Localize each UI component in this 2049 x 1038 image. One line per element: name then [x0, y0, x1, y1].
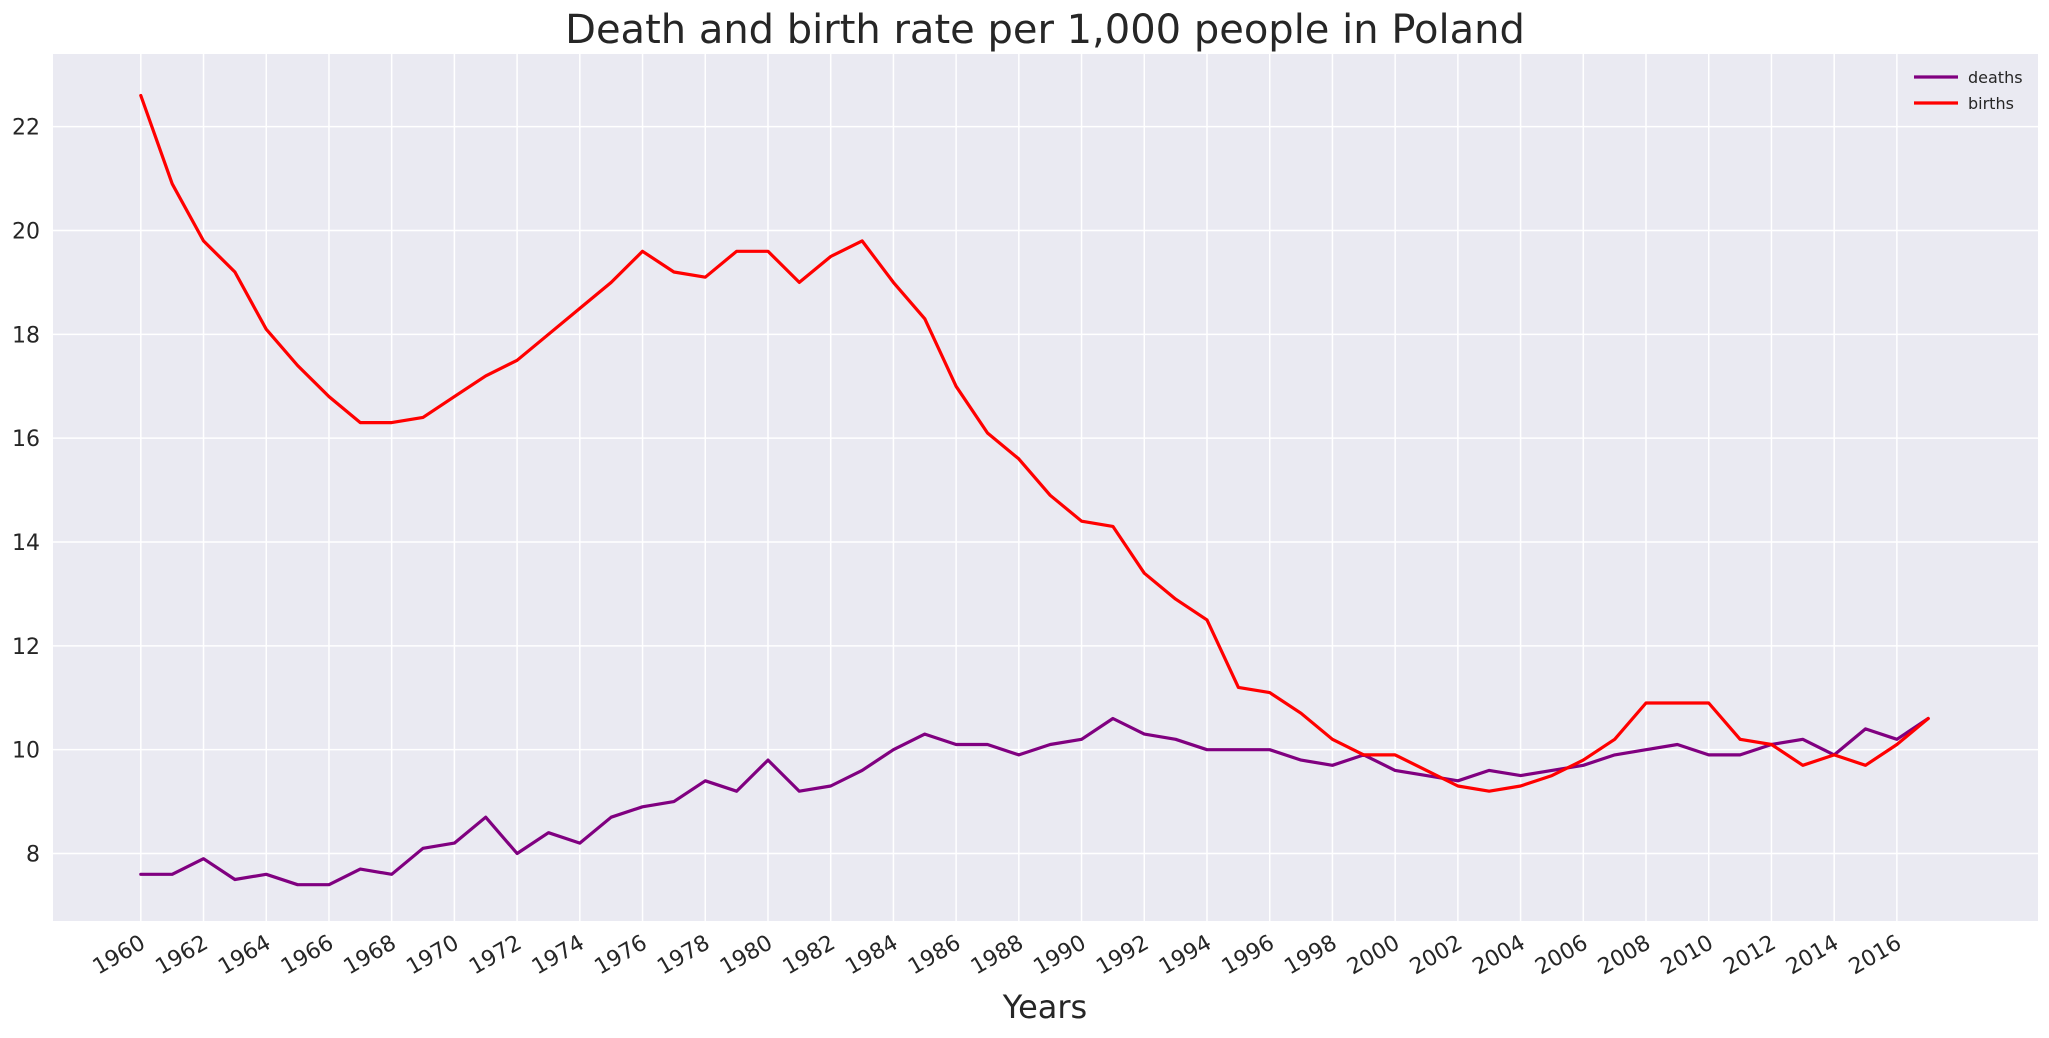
x-tick-label: 2000	[1343, 931, 1404, 981]
x-tick-label: 1994	[1155, 931, 1216, 981]
x-tick-label: 1988	[967, 931, 1028, 981]
x-tick-label: 1980	[716, 931, 777, 981]
x-tick-label: 1966	[277, 931, 338, 981]
legend-label-deaths: deaths	[1968, 68, 2023, 87]
series-lines	[139, 93, 1930, 887]
x-tick-label: 1960	[89, 931, 150, 981]
x-tick-label: 1992	[1092, 931, 1153, 981]
x-tick-label: 2014	[1782, 931, 1843, 981]
x-tick-label: 1972	[465, 931, 526, 981]
x-tick-label: 2002	[1406, 931, 1467, 981]
x-tick-label: 1978	[653, 931, 714, 981]
y-tick-label: 20	[12, 220, 40, 245]
series-line-deaths	[139, 716, 1930, 887]
x-tick-label: 1974	[528, 931, 589, 981]
x-tick-label: 1970	[402, 931, 463, 981]
legend: deaths births	[1904, 60, 2028, 120]
x-tick-label: 2004	[1469, 931, 1530, 981]
y-tick-label: 10	[12, 739, 40, 764]
x-tick-label: 1986	[904, 931, 965, 981]
legend-box	[1904, 60, 2028, 120]
x-tick-label: 2010	[1657, 931, 1718, 981]
gridlines	[53, 54, 2038, 921]
x-tick-label: 1996	[1218, 931, 1279, 981]
x-tick-label: 2008	[1594, 931, 1655, 981]
y-tick-label: 22	[12, 116, 40, 141]
x-tick-label: 1984	[841, 931, 902, 981]
x-axis-label: Years	[1002, 988, 1087, 1026]
y-tick-label: 12	[12, 635, 40, 660]
x-tick-label: 1976	[591, 931, 652, 981]
y-tick-labels: 8 10 12 14 16 18 20 22	[12, 116, 40, 868]
x-tick-label: 2006	[1531, 931, 1592, 981]
x-tick-label: 1968	[340, 931, 401, 981]
x-tick-label: 1990	[1030, 931, 1091, 981]
x-tick-label: 1982	[779, 931, 840, 981]
x-tick-label: 1964	[214, 931, 275, 981]
chart-title: Death and birth rate per 1,000 people in…	[565, 7, 1525, 53]
legend-label-births: births	[1968, 94, 2014, 113]
x-tick-label: 1998	[1280, 931, 1341, 981]
y-tick-label: 18	[12, 323, 40, 348]
y-tick-label: 16	[12, 427, 40, 452]
x-tick-label: 2012	[1719, 931, 1780, 981]
y-tick-label: 14	[12, 531, 40, 556]
x-tick-label: 1962	[152, 931, 213, 981]
x-tick-label: 2016	[1845, 931, 1906, 981]
series-line-births	[139, 93, 1930, 793]
x-tick-labels: 1960 1962 1964 1966 1968 1970 1972 1974 1976 1978…	[89, 931, 1906, 981]
y-tick-label: 8	[26, 843, 40, 868]
